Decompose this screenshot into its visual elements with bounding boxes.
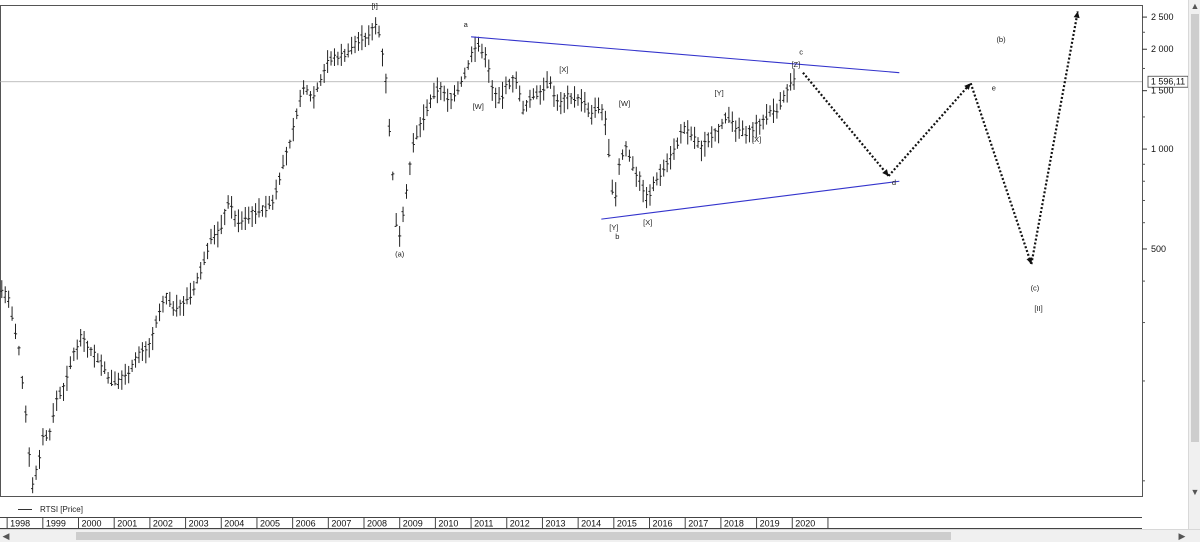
wave-label: (c) [1031, 283, 1040, 292]
y-tick-label: 2 500 [1151, 12, 1174, 22]
y-tick-label: 1 000 [1151, 144, 1174, 154]
x-tick-label: 2014 [581, 519, 601, 529]
x-tick-label: 2020 [795, 519, 815, 529]
vertical-scroll-thumb[interactable] [1191, 14, 1199, 442]
legend-swatch [18, 508, 32, 510]
y-axis: 500 1 000 1 500 2 000 2 500 [1142, 12, 1174, 482]
scroll-up-arrow-icon[interactable]: ▲ [1190, 1, 1200, 11]
wave-label: [X] [752, 135, 761, 144]
x-tick-label: 2017 [688, 519, 708, 529]
legend: RTSI [Price] [4, 502, 83, 516]
projection-segment [1030, 11, 1079, 265]
wave-label: [W] [473, 102, 484, 111]
x-tick-label: 2015 [617, 519, 637, 529]
x-axis: 1998 1999 2000 2001 2002 2003 2004 2005 2006 2007… [0, 517, 1142, 529]
price-tag-label: 1 596,11 [1151, 77, 1185, 87]
horizontal-scrollbar[interactable]: ◀ ▶ [0, 529, 1200, 542]
wave-label: (a) [395, 249, 405, 258]
projection-arrowhead [964, 83, 971, 90]
projection-segment [887, 82, 972, 177]
y-tick-label: 500 [1151, 244, 1166, 254]
trendline-upper [471, 36, 900, 74]
wave-label: [X] [559, 65, 568, 74]
trendlines [471, 36, 900, 220]
x-tick-label: 2002 [153, 519, 173, 529]
legend-label: RTSI [Price] [40, 504, 83, 514]
horizontal-scroll-thumb[interactable] [76, 532, 951, 540]
y-tick-label: 2 000 [1151, 44, 1174, 54]
x-tick-label: 2016 [653, 519, 673, 529]
wave-label: d [892, 178, 896, 187]
x-tick-label: 2012 [510, 519, 530, 529]
projection-segment [802, 71, 890, 177]
wave-label: [Y] [609, 223, 618, 232]
x-tick-label: 2019 [760, 519, 780, 529]
wave-label: [Z] [791, 60, 800, 69]
plot-area-border [0, 5, 1143, 497]
x-tick-label: 2003 [189, 519, 209, 529]
wave-label: a [464, 20, 469, 29]
price-tag: 1 596,11 [1147, 75, 1189, 88]
wave-label: b [615, 232, 619, 241]
x-tick-label: 2013 [545, 519, 565, 529]
scroll-down-arrow-icon[interactable]: ▼ [1190, 487, 1200, 497]
wave-label: [W] [619, 99, 630, 108]
wave-label: [II] [1034, 304, 1042, 313]
x-tick-label: 2006 [296, 519, 316, 529]
trendline-lower [601, 180, 900, 220]
wave-label: e [992, 84, 996, 93]
scroll-left-arrow-icon[interactable]: ◀ [2, 531, 10, 541]
x-tick-label: 2007 [331, 519, 351, 529]
x-tick-label: 2000 [82, 519, 102, 529]
wave-label: [X] [643, 218, 652, 227]
wave-label: c [799, 47, 803, 56]
projection-arrowhead [882, 169, 889, 176]
x-tick-label: 2001 [117, 519, 137, 529]
ohlc-bars [0, 17, 796, 494]
y-tick-label: 1 500 [1151, 86, 1174, 96]
projection-path [802, 11, 1080, 265]
vertical-scrollbar[interactable]: ▲ ▼ [1188, 0, 1200, 529]
x-tick-label: 2018 [724, 519, 744, 529]
wave-label: [I] [372, 2, 378, 11]
plot-frame [0, 5, 1143, 497]
wave-label: (b) [996, 35, 1006, 44]
x-tick-label: 2011 [474, 519, 493, 529]
wave-label: [Y] [715, 89, 724, 98]
x-tick-label: 2005 [260, 519, 280, 529]
x-tick-label: 2009 [403, 519, 423, 529]
scroll-right-arrow-icon[interactable]: ▶ [1178, 531, 1186, 541]
projection-arrowhead [1073, 11, 1080, 19]
x-tick-label: 2008 [367, 519, 387, 529]
x-tick-label: 2010 [438, 519, 458, 529]
x-tick-label: 1998 [10, 519, 30, 529]
projection-segment [969, 82, 1033, 265]
x-tick-label: 2004 [224, 519, 244, 529]
x-tick-label: 1999 [46, 519, 66, 529]
wave-labels: [I]a(a)[W][X][W][Y]b[X][Y][X][Z]cde(b)(c… [372, 2, 1043, 313]
